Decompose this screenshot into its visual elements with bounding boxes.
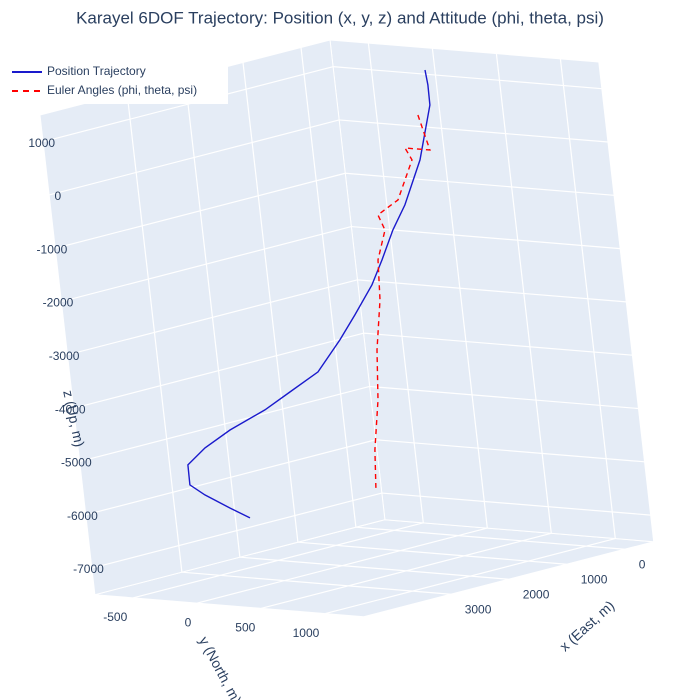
legend-box	[4, 60, 228, 104]
legend-label[interactable]: Position Trajectory	[47, 64, 146, 78]
x-tick-label: 2000	[523, 587, 550, 601]
grid-line	[325, 538, 616, 615]
z-tick-label: -5000	[61, 456, 92, 470]
y-tick-label: 1000	[293, 626, 320, 640]
x-tick-label: 0	[639, 557, 646, 571]
y-tick-label: -500	[103, 610, 127, 624]
grid-line	[197, 527, 488, 604]
z-tick-label: -1000	[37, 242, 68, 256]
grid-line	[333, 66, 602, 90]
legend-label[interactable]: Euler Angles (phi, theta, psi)	[47, 83, 197, 97]
grid-line	[355, 526, 625, 550]
grid-line	[133, 522, 424, 599]
grid-line	[67, 279, 358, 356]
grid-line	[239, 556, 509, 580]
x-tick-label: 1000	[581, 572, 608, 586]
chart-title: Karayel 6DOF Trajectory: Position (x, y,…	[76, 8, 604, 27]
grid-line	[369, 385, 639, 410]
trajectory-line	[187, 69, 431, 519]
y-axis-title: y (North, m)	[196, 634, 245, 700]
grid-line	[85, 439, 376, 516]
legend: Position Trajectory Euler Angles (phi, th…	[4, 60, 228, 104]
z-tick-label: -4000	[55, 402, 86, 416]
grid-line	[351, 225, 621, 250]
grid-line	[339, 119, 608, 143]
grid-line	[381, 492, 651, 516]
grid-line	[375, 439, 645, 463]
grid-line	[55, 172, 346, 249]
y-tick-label: 500	[235, 621, 255, 635]
z-tick-label: -3000	[49, 349, 80, 363]
grid-line	[42, 66, 334, 143]
grid-line	[261, 532, 552, 609]
grid-line	[79, 385, 370, 463]
grid-line	[345, 172, 615, 196]
grid-line	[61, 225, 352, 303]
grid-line	[91, 492, 383, 569]
z-tick-label: -6000	[67, 509, 98, 523]
grid-line	[181, 571, 451, 595]
grid	[42, 43, 651, 615]
z-tick-label: 0	[54, 189, 61, 203]
grid-line	[357, 279, 627, 303]
z-tick-label: 1000	[28, 136, 55, 150]
x-tick-label: 3000	[465, 602, 492, 616]
y-tick-label: 0	[185, 615, 192, 629]
x-axis-title: x (East, m)	[556, 597, 617, 654]
grid-line	[48, 119, 340, 196]
grid-line	[363, 332, 633, 356]
plot-area	[187, 69, 431, 519]
z-tick-label: -7000	[73, 562, 104, 576]
grid-line	[297, 541, 567, 565]
z-tick-label: -2000	[43, 296, 74, 310]
grid-line	[73, 332, 364, 409]
